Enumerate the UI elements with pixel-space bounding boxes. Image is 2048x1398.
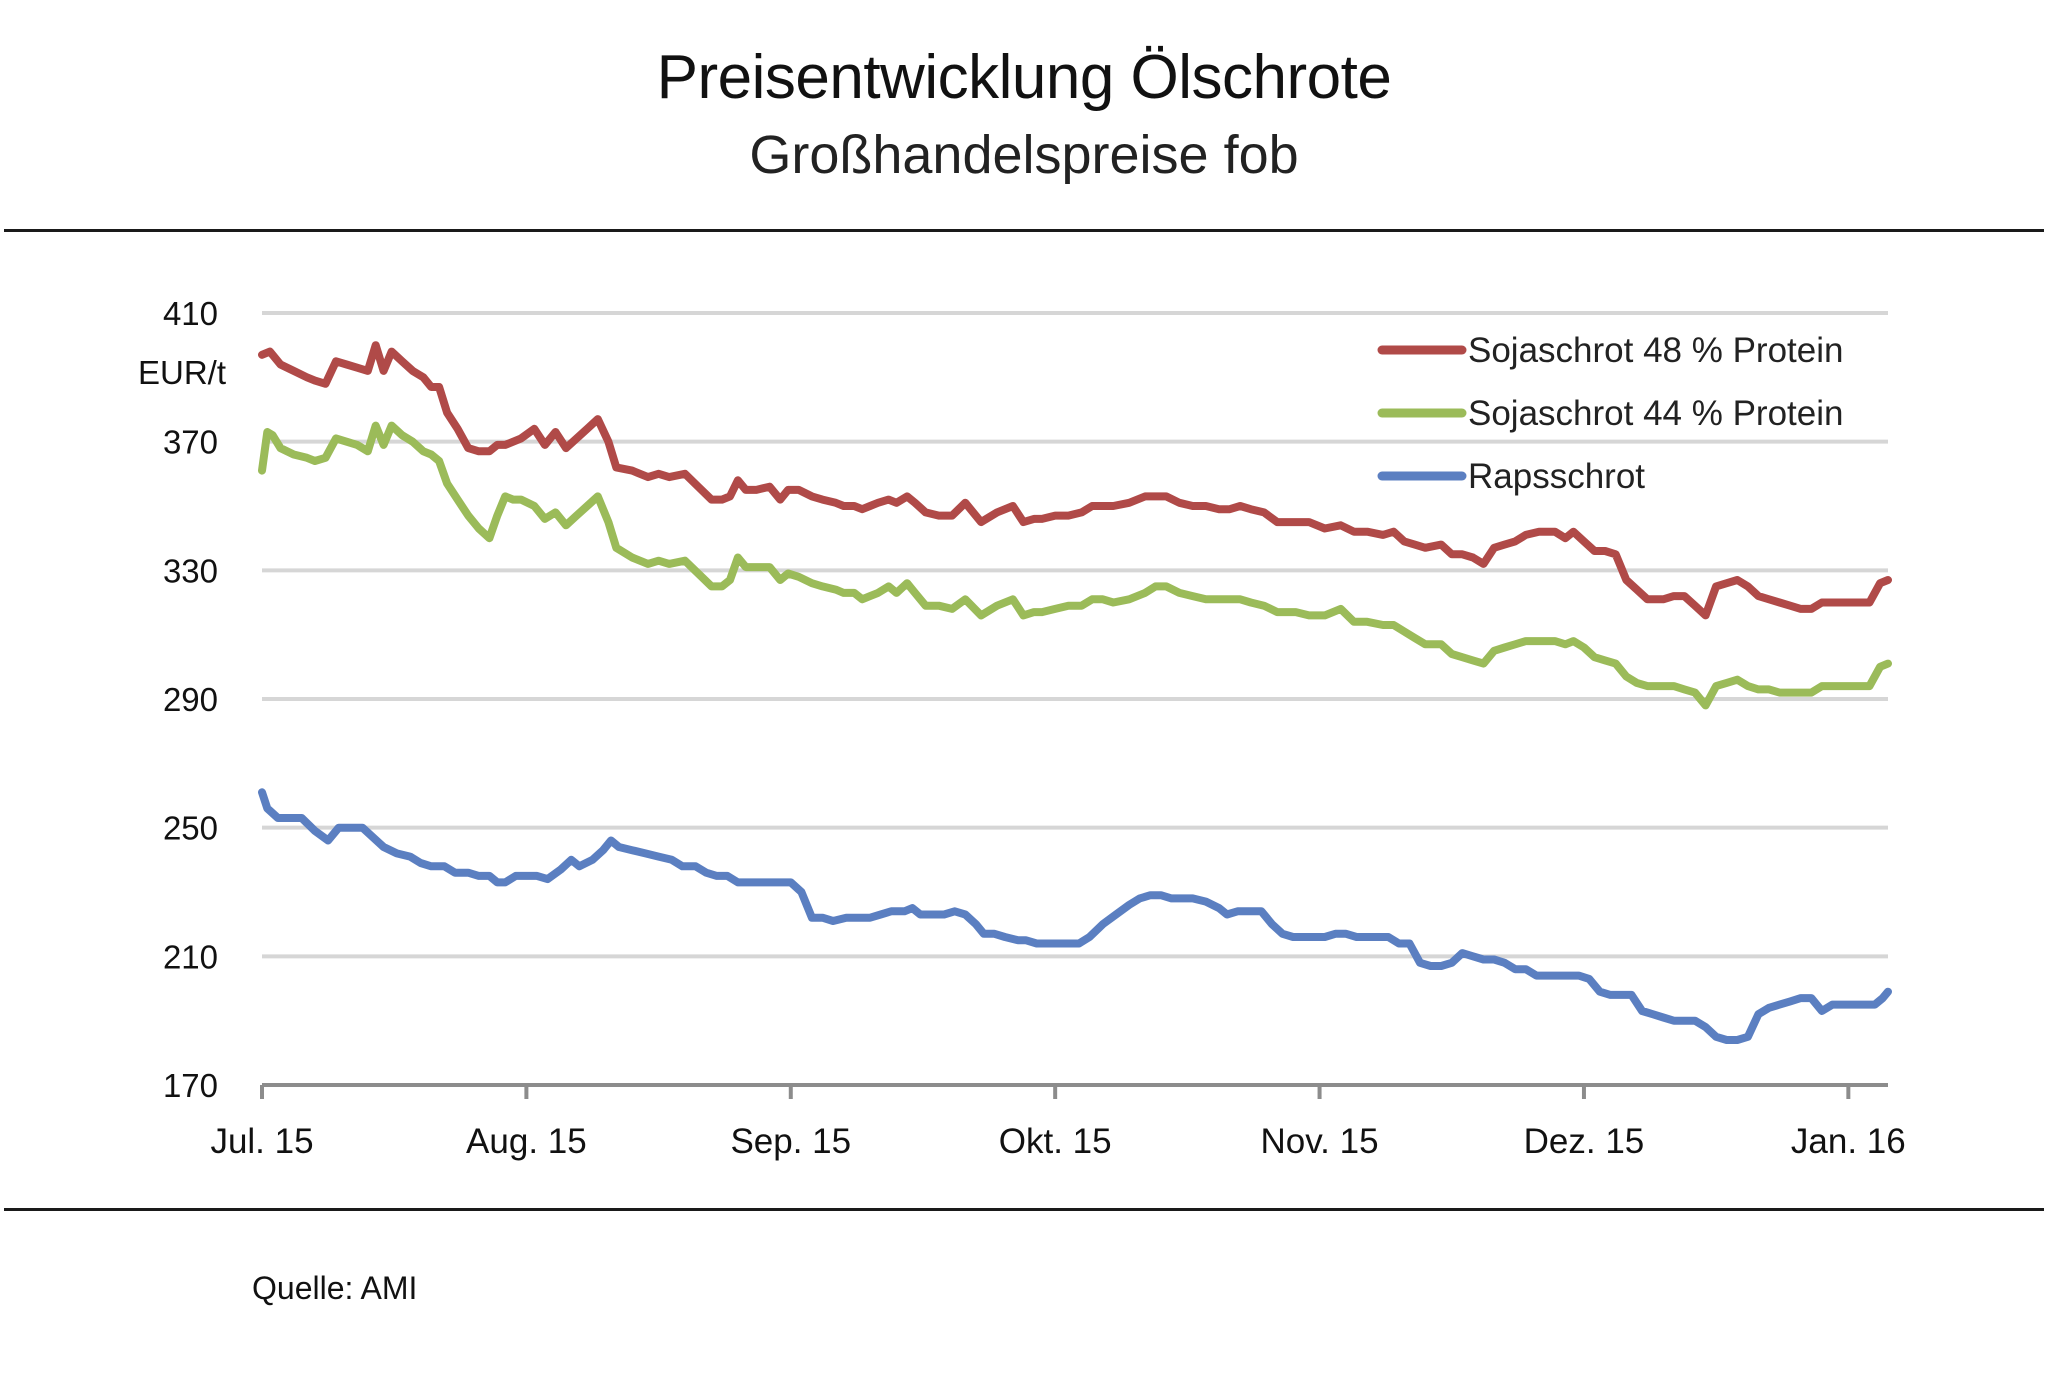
legend-label: Sojaschrot 44 % Protein — [1468, 394, 1843, 433]
gridlines — [262, 311, 1888, 959]
x-tick-label: Sep. 15 — [730, 1122, 851, 1161]
x-tick-label: Jan. 16 — [1791, 1122, 1906, 1161]
bottom-divider — [4, 1208, 2044, 1211]
x-tick-label: Jul. 15 — [210, 1122, 313, 1161]
legend-label: Rapsschrot — [1468, 457, 1645, 496]
source-note: Quelle: AMI — [252, 1270, 418, 1306]
x-tick-label: Okt. 15 — [999, 1122, 1112, 1161]
series-lines — [258, 341, 1892, 1044]
chart-title: Preisentwicklung Ölschrote — [656, 43, 1392, 112]
y-tick-label: 170 — [163, 1067, 218, 1104]
x-axis: Jul. 15 Aug. 15 Sep. 15 Okt. 15 Nov. 15 Dez. … — [210, 1083, 1906, 1161]
series-line-3 — [258, 788, 1892, 1044]
x-tick-label: Aug. 15 — [466, 1122, 587, 1161]
legend: Sojaschrot 48 % Protein Sojaschrot 44 % P… — [1377, 331, 1843, 496]
y-tick-label: 410 — [163, 295, 218, 332]
y-axis-unit-label: EUR/t — [138, 354, 226, 391]
y-tick-label: 370 — [163, 424, 218, 461]
legend-label: Sojaschrot 48 % Protein — [1468, 331, 1843, 370]
y-tick-label: 290 — [163, 681, 218, 718]
chart-subtitle: Großhandelspreise fob — [749, 125, 1299, 185]
series-line-2 — [258, 421, 1892, 710]
x-tick-label: Nov. 15 — [1261, 1122, 1379, 1161]
y-axis-tick-labels: 170 210 250 290 330 370 410 — [163, 295, 218, 1104]
series-line-1 — [258, 341, 1892, 620]
y-tick-label: 250 — [163, 810, 218, 847]
y-tick-label: 330 — [163, 552, 218, 589]
x-tick-label: Dez. 15 — [1524, 1122, 1645, 1161]
y-tick-label: 210 — [163, 938, 218, 975]
top-divider — [4, 229, 2044, 232]
